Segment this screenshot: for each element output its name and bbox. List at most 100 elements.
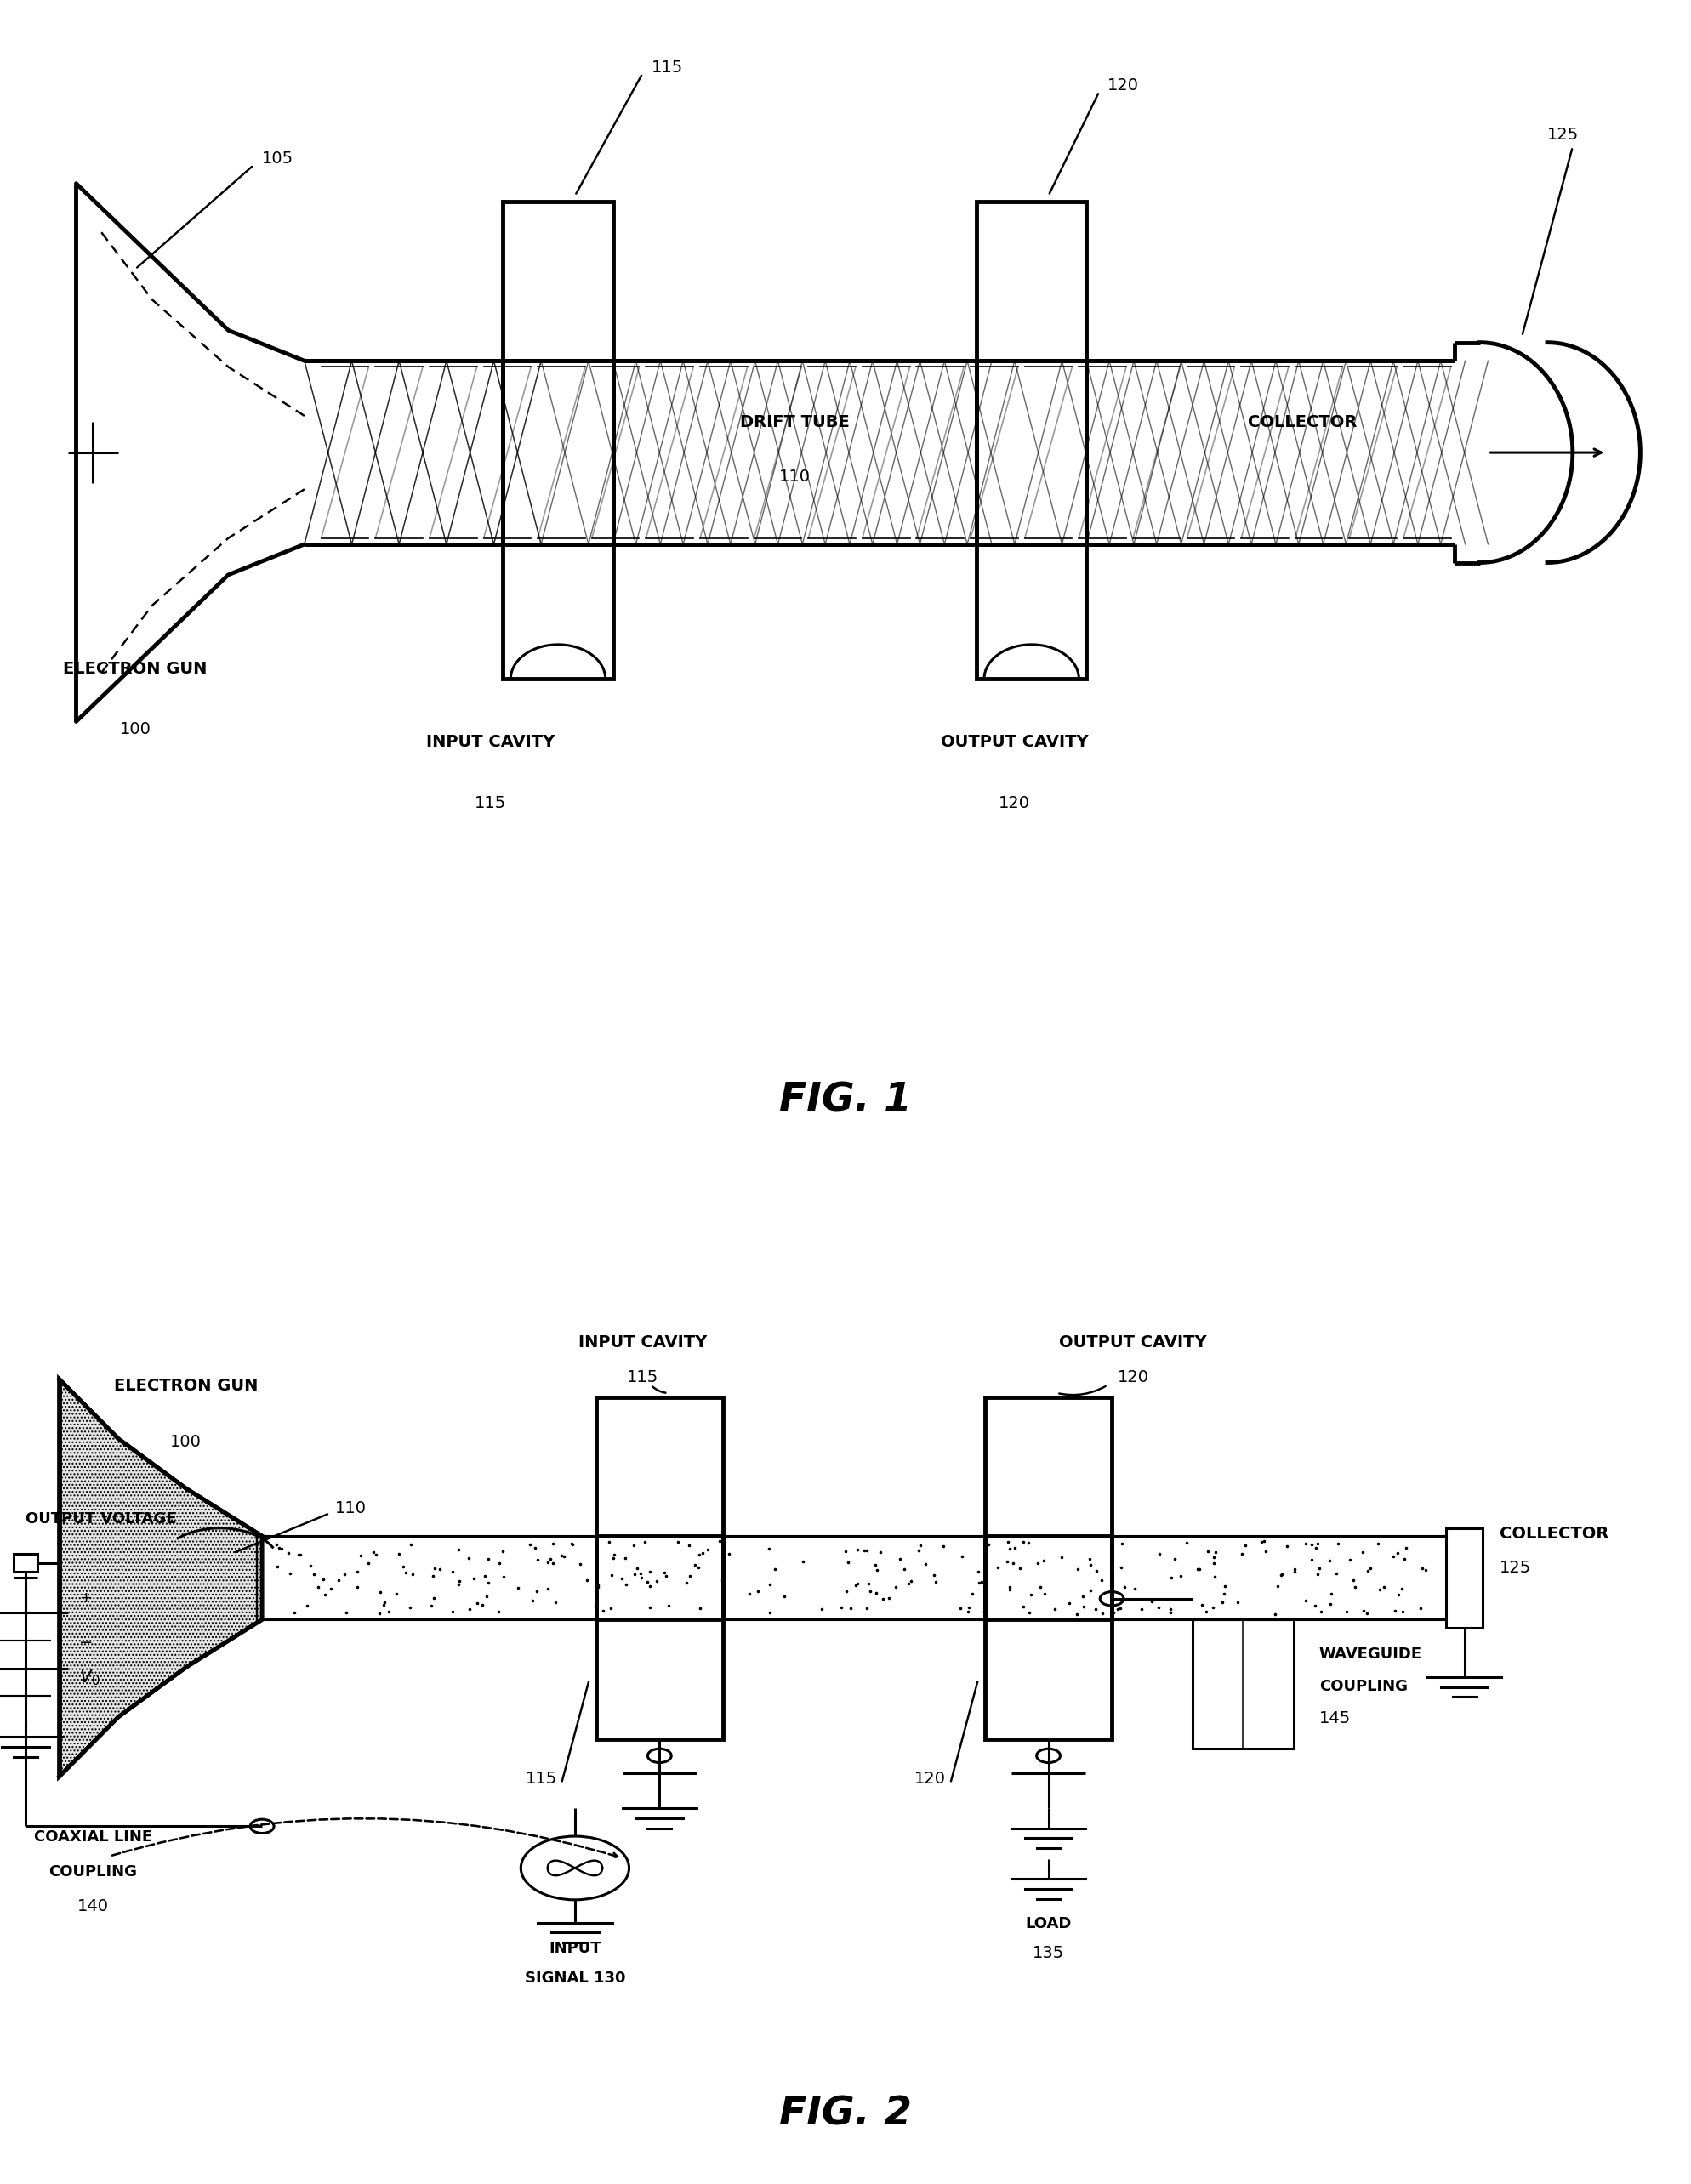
Point bbox=[874, 1581, 901, 1616]
Point bbox=[1209, 1586, 1236, 1621]
Bar bbox=[504, 544, 614, 679]
Point bbox=[854, 1566, 881, 1601]
Point bbox=[756, 1566, 783, 1601]
Point bbox=[707, 1524, 734, 1559]
Point bbox=[440, 1594, 467, 1629]
Point bbox=[1380, 1540, 1407, 1575]
Point bbox=[331, 1557, 358, 1592]
Point bbox=[440, 1555, 467, 1590]
Point bbox=[1010, 1524, 1037, 1559]
Point bbox=[1189, 1588, 1216, 1623]
Point bbox=[1388, 1594, 1415, 1629]
Point bbox=[1048, 1540, 1075, 1575]
Point bbox=[1018, 1577, 1045, 1612]
Point bbox=[1162, 1542, 1189, 1577]
Point bbox=[490, 1559, 517, 1594]
Point bbox=[1202, 1535, 1229, 1570]
Point bbox=[309, 1562, 337, 1597]
Text: 145: 145 bbox=[1319, 1710, 1351, 1725]
Point bbox=[1304, 1527, 1331, 1562]
Point bbox=[685, 1551, 712, 1586]
Bar bbox=[1446, 1529, 1483, 1627]
Point bbox=[612, 1540, 639, 1575]
Point bbox=[844, 1566, 871, 1601]
Point bbox=[621, 1557, 648, 1592]
Point bbox=[457, 1592, 484, 1627]
Text: 105: 105 bbox=[262, 151, 294, 166]
Text: 125: 125 bbox=[1547, 127, 1579, 142]
Point bbox=[920, 1557, 947, 1592]
Point bbox=[1174, 1524, 1201, 1559]
Point bbox=[276, 1555, 303, 1590]
Text: COLLECTOR: COLLECTOR bbox=[1248, 415, 1356, 430]
Point bbox=[299, 1557, 326, 1592]
Point bbox=[287, 1538, 315, 1572]
Text: 115: 115 bbox=[475, 795, 506, 810]
Point bbox=[524, 1542, 551, 1577]
Point bbox=[636, 1590, 663, 1625]
Text: +: + bbox=[79, 1590, 93, 1605]
Point bbox=[286, 1538, 313, 1572]
Point bbox=[627, 1559, 654, 1594]
Point bbox=[1099, 1594, 1126, 1629]
Point bbox=[1106, 1592, 1133, 1627]
Text: DRIFT TUBE: DRIFT TUBE bbox=[741, 415, 849, 430]
Point bbox=[472, 1559, 499, 1594]
Point bbox=[1128, 1592, 1155, 1627]
Point bbox=[534, 1570, 561, 1605]
Point bbox=[693, 1531, 720, 1566]
Point bbox=[1087, 1564, 1114, 1599]
Point bbox=[534, 1546, 561, 1581]
Point bbox=[864, 1553, 891, 1588]
Point bbox=[468, 1588, 495, 1623]
Point bbox=[599, 1557, 626, 1592]
Point bbox=[370, 1583, 397, 1618]
Text: LOAD: LOAD bbox=[1025, 1915, 1072, 1931]
Point bbox=[367, 1575, 394, 1610]
Bar bbox=[977, 201, 1087, 360]
Point bbox=[638, 1555, 665, 1590]
Point bbox=[857, 1572, 884, 1607]
Bar bbox=[14, 1555, 37, 1572]
Point bbox=[1075, 1542, 1103, 1577]
Text: 110: 110 bbox=[335, 1500, 367, 1516]
Point bbox=[905, 1533, 932, 1568]
Point bbox=[1304, 1557, 1331, 1592]
Point bbox=[736, 1577, 763, 1612]
Point bbox=[687, 1590, 714, 1625]
Point bbox=[463, 1586, 490, 1621]
Point bbox=[1184, 1553, 1211, 1588]
Point bbox=[842, 1568, 869, 1603]
Point bbox=[1084, 1553, 1111, 1588]
Point bbox=[392, 1555, 419, 1590]
Point bbox=[1336, 1542, 1363, 1577]
Point bbox=[370, 1588, 397, 1623]
Point bbox=[1199, 1590, 1226, 1625]
Point bbox=[1030, 1542, 1057, 1577]
Point bbox=[1317, 1577, 1344, 1612]
Text: 140: 140 bbox=[78, 1898, 108, 1913]
Point bbox=[419, 1557, 446, 1592]
Text: 125: 125 bbox=[1500, 1559, 1532, 1577]
Point bbox=[455, 1540, 482, 1575]
Point bbox=[1324, 1527, 1351, 1562]
Point bbox=[397, 1590, 424, 1625]
Point bbox=[930, 1529, 957, 1564]
Point bbox=[675, 1529, 702, 1564]
Point bbox=[1145, 1590, 1172, 1625]
Point bbox=[996, 1531, 1023, 1566]
Point bbox=[994, 1524, 1021, 1559]
Point bbox=[318, 1570, 345, 1605]
Point bbox=[709, 1564, 736, 1599]
Text: 110: 110 bbox=[780, 470, 810, 485]
Point bbox=[1201, 1540, 1228, 1575]
Bar bbox=[610, 1535, 710, 1621]
Point bbox=[506, 1570, 533, 1605]
Point bbox=[516, 1527, 543, 1562]
Bar bbox=[977, 544, 1087, 679]
Point bbox=[1253, 1533, 1280, 1568]
Text: 120: 120 bbox=[999, 795, 1030, 810]
Point bbox=[984, 1551, 1011, 1586]
Point bbox=[281, 1594, 308, 1629]
Point bbox=[1317, 1586, 1344, 1621]
